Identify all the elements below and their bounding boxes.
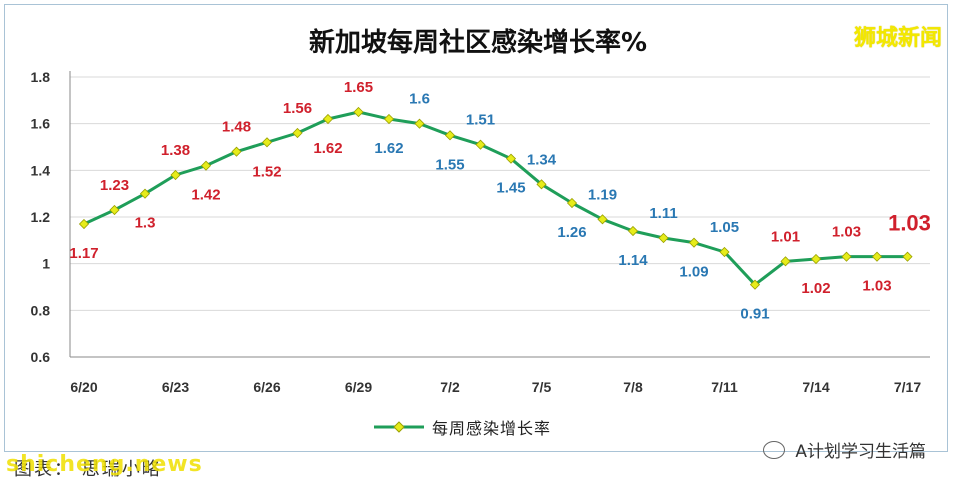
data-point: [841, 251, 852, 262]
data-label: 1.03: [832, 224, 861, 241]
axes: 0.6 0.8 1 1.2 1.4 1.6 1.8 6/20 6/23 6/26 6/29 7/2 7/…: [31, 69, 930, 395]
data-label: 1.11: [649, 205, 677, 222]
data-label: 1.51: [466, 112, 495, 129]
data-label: 1.45: [496, 180, 525, 197]
data-point: [810, 253, 822, 265]
data-point: [200, 160, 212, 171]
data-point: [170, 169, 181, 181]
x-tick-label: 6/23: [162, 379, 189, 395]
y-tick-label: 1.4: [31, 162, 51, 178]
data-label: 1.03: [888, 211, 931, 236]
data-label: 0.91: [740, 306, 769, 323]
x-tick-label: 7/8: [623, 379, 643, 395]
data-label: 1.19: [588, 186, 617, 203]
x-tick-label: 6/26: [253, 379, 280, 395]
data-point: [475, 139, 486, 150]
data-point: [505, 153, 517, 164]
y-tick-label: 1: [42, 256, 50, 272]
data-point: [139, 188, 151, 199]
x-tick-label: 7/2: [440, 379, 460, 395]
series-line: [83, 110, 908, 287]
data-point: [719, 246, 730, 258]
data-label: 1.52: [252, 163, 281, 180]
y-tick-label: 1.6: [31, 116, 51, 132]
data-point: [109, 204, 120, 216]
data-point: [902, 251, 913, 262]
data-point: [536, 179, 547, 190]
footer-caption: 图表： 思瑞小略: [14, 459, 162, 480]
data-labels: 1.17 1.23 1.3 1.38 1.42 1.48 1.52 1.56 1.62 1.65 1…: [69, 79, 931, 323]
data-label: 1.56: [283, 100, 312, 117]
data-point: [749, 279, 761, 290]
data-label: 1.14: [618, 252, 648, 269]
data-point: [871, 251, 883, 262]
data-point: [566, 197, 578, 209]
x-tick-label: 6/20: [70, 379, 97, 395]
grid-lines: [70, 76, 930, 358]
data-label: 1.62: [374, 140, 403, 157]
wechat-account: A计划学习生活篇: [763, 437, 926, 462]
data-label: 1.42: [191, 187, 220, 204]
x-tick-label: 7/11: [711, 379, 738, 395]
y-tick-label: 1.8: [31, 69, 51, 85]
data-label: 1.3: [135, 215, 156, 232]
x-tick-label: 6/29: [345, 379, 372, 395]
data-point: [688, 237, 700, 248]
data-label: 1.55: [435, 156, 464, 173]
y-tick-label: 0.8: [31, 302, 51, 318]
chart-title: 新加坡每周社区感染增长率%: [308, 28, 648, 58]
x-tick-label: 7/17: [894, 379, 921, 395]
data-label: 1.62: [313, 140, 342, 157]
data-point: [780, 256, 791, 267]
data-label: 1.03: [862, 278, 891, 295]
data-label: 1.34: [527, 151, 557, 168]
data-point: [658, 232, 669, 244]
data-label: 1.38: [161, 142, 190, 159]
data-point: [261, 137, 273, 148]
data-point: [383, 113, 395, 125]
legend-swatch: [374, 421, 424, 433]
data-point: [322, 113, 334, 125]
brand-logo: 狮城新闻: [853, 26, 942, 51]
legend: 每周感染增长率: [372, 416, 551, 438]
data-label: 1.48: [222, 119, 251, 136]
x-tick-label: 7/5: [532, 379, 552, 395]
data-markers: [78, 106, 913, 290]
data-point: [78, 218, 90, 230]
x-tick-label: 7/14: [802, 379, 829, 395]
data-point: [597, 214, 608, 225]
wechat-icon: [763, 440, 786, 459]
chart-frame: [4, 4, 948, 452]
data-point: [292, 127, 303, 139]
data-label: 1.26: [557, 224, 586, 241]
data-label: 1.65: [344, 79, 373, 96]
data-label: 1.23: [100, 177, 129, 194]
data-label: 1.05: [710, 219, 739, 236]
data-label: 1.6: [409, 91, 430, 108]
y-tick-label: 1.2: [31, 209, 51, 225]
data-point: [444, 130, 456, 141]
wechat-account-name: A计划学习生活篇: [795, 442, 926, 462]
data-point: [231, 146, 242, 157]
data-label: 1.17: [69, 245, 98, 262]
legend-label: 每周感染增长率: [432, 419, 552, 438]
series-polyline: [83, 110, 908, 287]
data-label: 1.09: [679, 264, 708, 281]
watermark: shicheng.news: [6, 452, 203, 477]
data-point: [353, 106, 364, 118]
data-point: [414, 118, 425, 129]
y-tick-label: 0.6: [31, 349, 51, 365]
data-point: [627, 225, 639, 237]
data-label: 1.02: [801, 280, 830, 297]
data-label: 1.01: [771, 228, 800, 245]
